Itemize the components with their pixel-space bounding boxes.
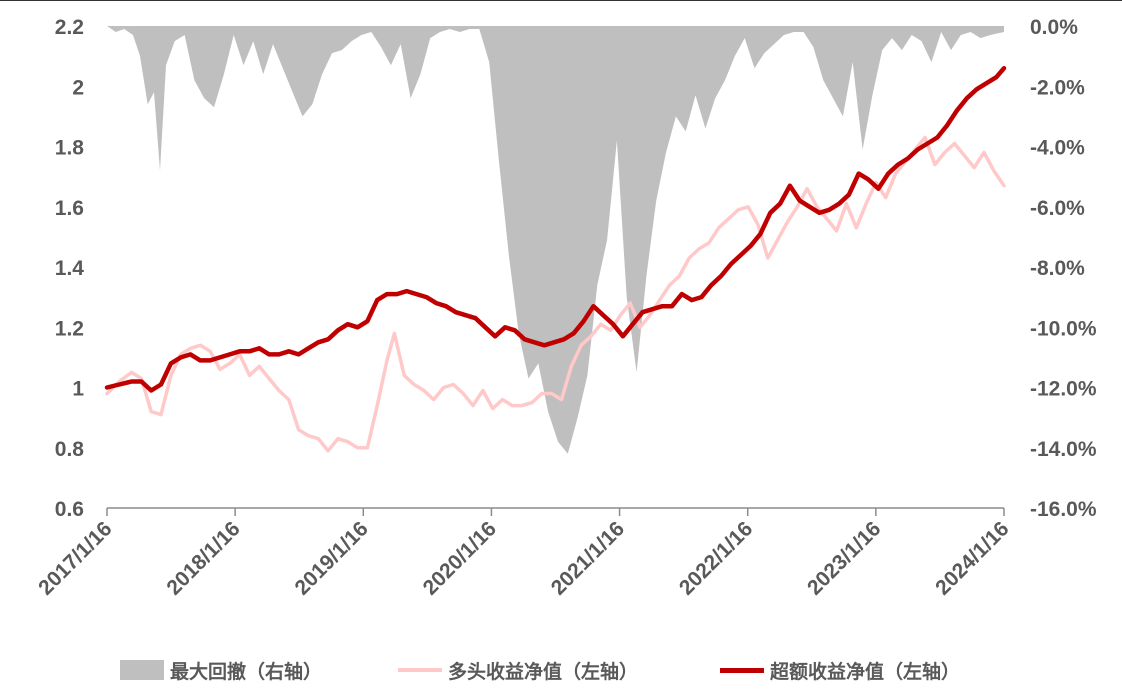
x-tick-label: 2021/1/16	[547, 517, 629, 599]
legend-item-long: 多头收益净值（左轴）	[398, 652, 638, 688]
legend-label-long: 多头收益净值（左轴）	[448, 660, 639, 683]
x-tick-label: 2024/1/16	[931, 517, 1013, 599]
right-y-tick-label: -8.0%	[1030, 257, 1085, 280]
left-y-tick-label: 1	[72, 378, 84, 401]
right-y-tick-label: -6.0%	[1030, 197, 1085, 220]
left-y-tick-label: 1.8	[55, 137, 85, 160]
x-tick-label: 2022/1/16	[675, 517, 757, 599]
legend-swatch-excess	[720, 667, 764, 673]
right-y-tick-label: -2.0%	[1030, 76, 1085, 99]
left-y-tick-label: 2	[72, 76, 84, 99]
left-y-tick-label: 1.6	[55, 197, 84, 220]
left-y-tick-label: 0.6	[55, 498, 84, 521]
left-y-tick-label: 1.2	[55, 317, 84, 340]
right-y-tick-label: -12.0%	[1030, 378, 1097, 401]
right-y-tick-label: -14.0%	[1030, 438, 1097, 461]
left-y-tick-label: 2.2	[55, 16, 84, 39]
right-y-tick-label: -16.0%	[1030, 498, 1097, 521]
legend-label-excess: 超额收益净值（左轴）	[770, 660, 961, 683]
right-y-tick-labels: 0.0% -2.0% -4.0% -6.0% -8.0% -10.0% -12.0% -14.…	[1030, 16, 1097, 521]
x-tick-label: 2017/1/16	[34, 517, 116, 599]
right-y-tick-label: -4.0%	[1030, 137, 1085, 160]
right-y-tick-label: 0.0%	[1030, 16, 1078, 39]
left-y-tick-labels: 0.6 0.8 1 1.2 1.4 1.6 1.8 2 2.2	[55, 16, 85, 521]
legend-item-excess: 超额收益净值（左轴）	[720, 652, 960, 688]
chart: 0.6 0.8 1 1.2 1.4 1.6 1.8 2 2.2 0.0% -2.0% -4.0% -6…	[34, 16, 1097, 600]
long-nav-line	[105, 135, 1006, 453]
x-tick-label: 2020/1/16	[419, 517, 501, 599]
x-tick-labels: 2017/1/16 2018/1/16 2019/1/16 2020/1/16 2021…	[34, 517, 1013, 599]
right-y-tick-label: -10.0%	[1030, 317, 1097, 340]
x-tick-label: 2019/1/16	[290, 517, 372, 599]
left-y-tick-label: 1.4	[55, 257, 85, 280]
top-border	[0, 0, 1122, 1]
x-tick-label: 2018/1/16	[162, 517, 244, 599]
x-tick-label: 2023/1/16	[803, 517, 885, 599]
legend: 最大回撤（右轴） 多头收益净值（左轴） 超额收益净值（左轴）	[0, 652, 1122, 688]
drawdown-area-layer	[107, 26, 1004, 454]
axes-layer	[106, 507, 1005, 516]
excess-nav-line	[104, 65, 1007, 393]
legend-label-drawdown: 最大回撤（右轴）	[170, 660, 323, 683]
legend-swatch-drawdown	[120, 660, 164, 680]
legend-swatch-long	[398, 668, 442, 672]
legend-item-drawdown: 最大回撤（右轴）	[120, 652, 322, 688]
line-series-layer	[104, 65, 1007, 453]
left-y-tick-label: 0.8	[55, 438, 85, 461]
drawdown-area	[107, 26, 1004, 454]
